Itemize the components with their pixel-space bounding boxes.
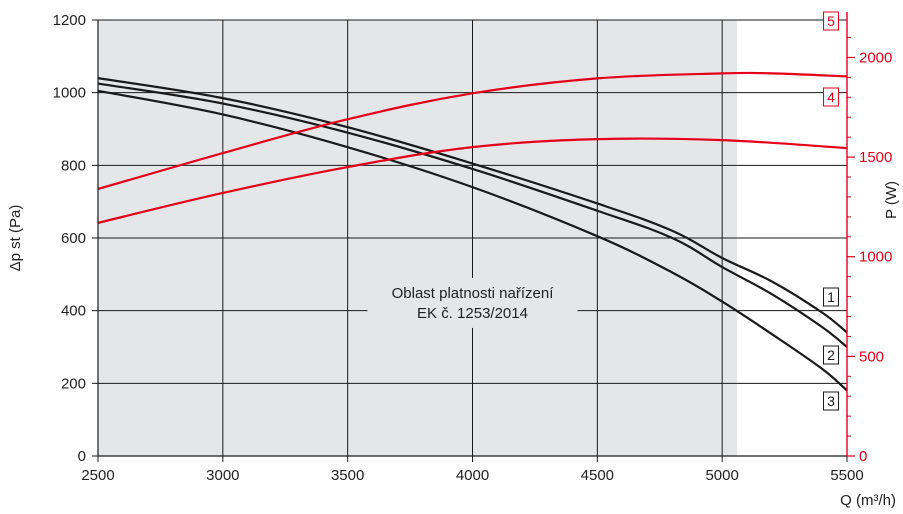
left-tick-label: 800 <box>61 157 86 174</box>
curve-label-text: 5 <box>827 13 835 29</box>
annotation-layer: Oblast platnosti nařízení EK č. 1253/2014 <box>367 277 578 328</box>
curve-label-text: 3 <box>827 393 835 409</box>
curve-label-box <box>823 11 839 31</box>
right-tick-label: 0 <box>859 448 867 465</box>
left-tick-label: 1000 <box>53 85 86 102</box>
left-tick-label: 0 <box>78 448 86 465</box>
curve-label-text: 1 <box>827 289 835 305</box>
curve-label-box <box>823 287 839 307</box>
y-axis-right-title: P (W) <box>883 181 900 219</box>
right-tick-label: 1500 <box>859 149 892 166</box>
x-tick-label: 4000 <box>456 467 489 484</box>
right-tick-label: 1000 <box>859 249 892 266</box>
curve-label-box <box>823 345 839 365</box>
curve-label-3: 3 <box>823 391 839 411</box>
x-axis-title: Q (m³/h) <box>840 492 896 509</box>
x-tick-label: 5500 <box>830 467 863 484</box>
pressure-curve-1 <box>97 77 848 334</box>
x-tick-label: 3500 <box>331 467 364 484</box>
left-tick-label: 400 <box>61 303 86 320</box>
curve-label-box <box>823 391 839 411</box>
left-tick-label: 200 <box>61 375 86 392</box>
pressure-curve-3 <box>97 89 848 392</box>
left-tick-label: 600 <box>61 230 86 247</box>
series-layer <box>97 71 848 392</box>
left-tick-label: 1200 <box>53 12 86 29</box>
annotation-line-1: Oblast platnosti nařízení <box>392 285 555 302</box>
x-tick-label: 5000 <box>705 467 738 484</box>
y-axis-left-title: Δp st (Pa) <box>7 205 24 272</box>
power-curve-4 <box>97 137 848 224</box>
right-tick-label: 500 <box>859 348 884 365</box>
curve-label-4: 4 <box>823 87 839 107</box>
pressure-curve-2 <box>97 82 848 348</box>
curve-label-text: 4 <box>827 89 835 105</box>
annotation-line-2: EK č. 1253/2014 <box>417 305 528 322</box>
x-tick-label: 4500 <box>581 467 614 484</box>
x-tick-label: 2500 <box>81 467 114 484</box>
annotation-backdrop <box>367 277 578 328</box>
curve-label-layer: 1 2 3 4 5 <box>823 11 839 411</box>
x-tick-label: 3000 <box>206 467 239 484</box>
curve-label-1: 1 <box>823 287 839 307</box>
curve-label-text: 2 <box>827 347 835 363</box>
curve-label-2: 2 <box>823 345 839 365</box>
right-tick-label: 2000 <box>859 49 892 66</box>
power-curve-5 <box>97 71 848 191</box>
curve-label-5: 5 <box>823 11 839 31</box>
curve-label-box <box>823 87 839 107</box>
